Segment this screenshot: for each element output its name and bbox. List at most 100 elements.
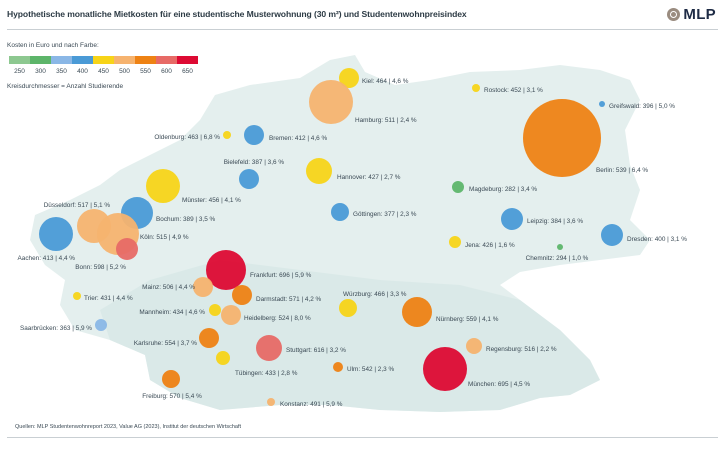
city-bubble-freiburg xyxy=(162,370,180,388)
city-label-saarbrücken: Saarbrücken: 363 | 5,9 % xyxy=(20,325,92,332)
city-bubble-heidelberg xyxy=(221,305,241,325)
city-label-ulm: Ulm: 542 | 2,3 % xyxy=(347,366,394,373)
city-label-mainz: Mainz: 506 | 4,4 % xyxy=(142,284,195,291)
city-label-würzburg: Würzburg: 466 | 3,3 % xyxy=(343,291,407,298)
mlp-logo-text: MLP xyxy=(683,6,716,23)
scale-swatch-300 xyxy=(30,56,51,64)
city-bubble-stuttgart xyxy=(256,335,282,361)
city-bubble-chemnitz xyxy=(557,244,563,250)
scale-swatch-250 xyxy=(9,56,30,64)
city-label-hamburg: Hamburg: 511 | 2,4 % xyxy=(355,117,417,124)
scale-label-250: 250 xyxy=(14,68,25,75)
city-label-mannheim: Mannheim: 434 | 4,6 % xyxy=(139,309,205,316)
city-labels: Kiel: 464 | 4,6 % Rostock: 452 | 3,1 % Ham… xyxy=(18,78,688,408)
city-label-köln: Köln: 515 | 4,9 % xyxy=(140,234,189,241)
city-label-freiburg: Freiburg: 570 | 5,4 % xyxy=(142,393,202,400)
scale-label-650: 650 xyxy=(182,68,193,75)
color-scale xyxy=(9,56,198,64)
source-note: Quellen: MLP Studentenwohnreport 2023, V… xyxy=(15,424,242,430)
city-label-jena: Jena: 426 | 1,6 % xyxy=(465,242,515,249)
chart-title: Hypothetische monatliche Mietkosten für … xyxy=(7,9,467,19)
city-bubble-göttingen xyxy=(331,203,349,221)
city-label-rostock: Rostock: 452 | 3,1 % xyxy=(484,87,543,94)
city-label-chemnitz: Chemnitz: 294 | 1,0 % xyxy=(526,255,589,262)
city-label-trier: Trier: 431 | 4,4 % xyxy=(84,295,133,302)
city-bubble-rostock xyxy=(472,84,480,92)
city-label-magdeburg: Magdeburg: 282 | 3,4 % xyxy=(469,186,537,193)
city-label-darmstadt: Darmstadt: 571 | 4,2 % xyxy=(256,296,322,303)
scale-swatch-500 xyxy=(114,56,135,64)
city-label-bremen: Bremen: 412 | 4,6 % xyxy=(269,135,327,142)
scale-label-350: 350 xyxy=(56,68,67,75)
city-bubble-berlin xyxy=(523,99,601,177)
city-bubble-mannheim xyxy=(209,304,221,316)
scale-label-450: 450 xyxy=(98,68,109,75)
city-label-heidelberg: Heidelberg: 524 | 8,0 % xyxy=(244,315,311,322)
mlp-logo-icon xyxy=(667,8,681,21)
city-label-greifswald: Greifswald: 396 | 5,0 % xyxy=(609,103,675,110)
city-label-aachen: Aachen: 413 | 4,4 % xyxy=(18,255,76,262)
scale-label-500: 500 xyxy=(119,68,130,75)
city-bubble-nürnberg xyxy=(402,297,432,327)
city-label-münchen: München: 695 | 4,5 % xyxy=(468,381,530,388)
scale-label-400: 400 xyxy=(77,68,88,75)
city-label-leipzig: Leipzig: 384 | 3,6 % xyxy=(527,218,583,225)
city-label-düsseldorf: Düsseldorf: 517 | 5,1 % xyxy=(44,202,111,209)
city-label-münster: Münster: 456 | 4,1 % xyxy=(182,197,241,204)
city-label-tübingen: Tübingen: 433 | 2,8 % xyxy=(235,370,298,377)
city-label-konstanz: Konstanz: 491 | 5,9 % xyxy=(280,401,343,408)
city-bubbles xyxy=(39,68,623,406)
city-bubble-regensburg xyxy=(466,338,482,354)
city-bubble-würzburg xyxy=(339,299,357,317)
city-bubble-oldenburg xyxy=(223,131,231,139)
city-bubble-münchen xyxy=(423,347,467,391)
header-divider xyxy=(7,29,718,30)
scale-swatch-400 xyxy=(72,56,93,64)
city-label-bonn: Bonn: 598 | 5,2 % xyxy=(75,264,126,271)
city-bubble-mainz xyxy=(193,277,213,297)
city-label-stuttgart: Stuttgart: 616 | 3,2 % xyxy=(286,347,346,354)
scale-swatch-450 xyxy=(93,56,114,64)
city-bubble-hannover xyxy=(306,158,332,184)
city-bubble-tübingen xyxy=(216,351,230,365)
city-label-hannover: Hannover: 427 | 2,7 % xyxy=(337,174,401,181)
city-bubble-trier xyxy=(73,292,81,300)
city-label-dresden: Dresden: 400 | 3,1 % xyxy=(627,236,687,243)
city-bubble-dresden xyxy=(601,224,623,246)
legend-note: Kreisdurchmesser = Anzahl Studierende xyxy=(7,83,124,90)
city-label-berlin: Berlin: 539 | 6,4 % xyxy=(596,167,648,174)
city-bubble-jena xyxy=(449,236,461,248)
mlp-logo: MLP xyxy=(667,6,716,23)
city-label-göttingen: Göttingen: 377 | 2,3 % xyxy=(353,211,417,218)
city-bubble-leipzig xyxy=(501,208,523,230)
city-label-oldenburg: Oldenburg: 463 | 6,8 % xyxy=(154,134,220,141)
city-bubble-bielefeld xyxy=(239,169,259,189)
city-bubble-konstanz xyxy=(267,398,275,406)
city-label-nürnberg: Nürnberg: 559 | 4,1 % xyxy=(436,316,499,323)
city-bubble-magdeburg xyxy=(452,181,464,193)
city-bubble-saarbrücken xyxy=(95,319,107,331)
scale-label-300: 300 xyxy=(35,68,46,75)
city-bubble-aachen xyxy=(39,217,73,251)
city-bubble-ulm xyxy=(333,362,343,372)
city-bubble-bremen xyxy=(244,125,264,145)
city-bubble-greifswald xyxy=(599,101,605,107)
legend-title: Kosten in Euro und nach Farbe: xyxy=(7,42,99,49)
city-bubble-kiel xyxy=(339,68,359,88)
scale-swatch-350 xyxy=(51,56,72,64)
scale-swatch-600 xyxy=(156,56,177,64)
scale-label-600: 600 xyxy=(161,68,172,75)
city-bubble-frankfurt xyxy=(206,250,246,290)
city-bubble-karlsruhe xyxy=(199,328,219,348)
city-bubble-darmstadt xyxy=(232,285,252,305)
city-bubble-bonn xyxy=(116,238,138,260)
city-label-regensburg: Regensburg: 516 | 2,2 % xyxy=(486,346,557,353)
city-label-karlsruhe: Karlsruhe: 554 | 3,7 % xyxy=(134,340,197,347)
city-label-frankfurt: Frankfurt: 696 | 5,9 % xyxy=(250,272,312,279)
scale-swatch-650 xyxy=(177,56,198,64)
city-label-kiel: Kiel: 464 | 4,6 % xyxy=(362,78,409,85)
scale-label-550: 550 xyxy=(140,68,151,75)
city-label-bochum: Bochum: 389 | 3,5 % xyxy=(156,216,216,223)
city-bubble-hamburg xyxy=(309,80,353,124)
